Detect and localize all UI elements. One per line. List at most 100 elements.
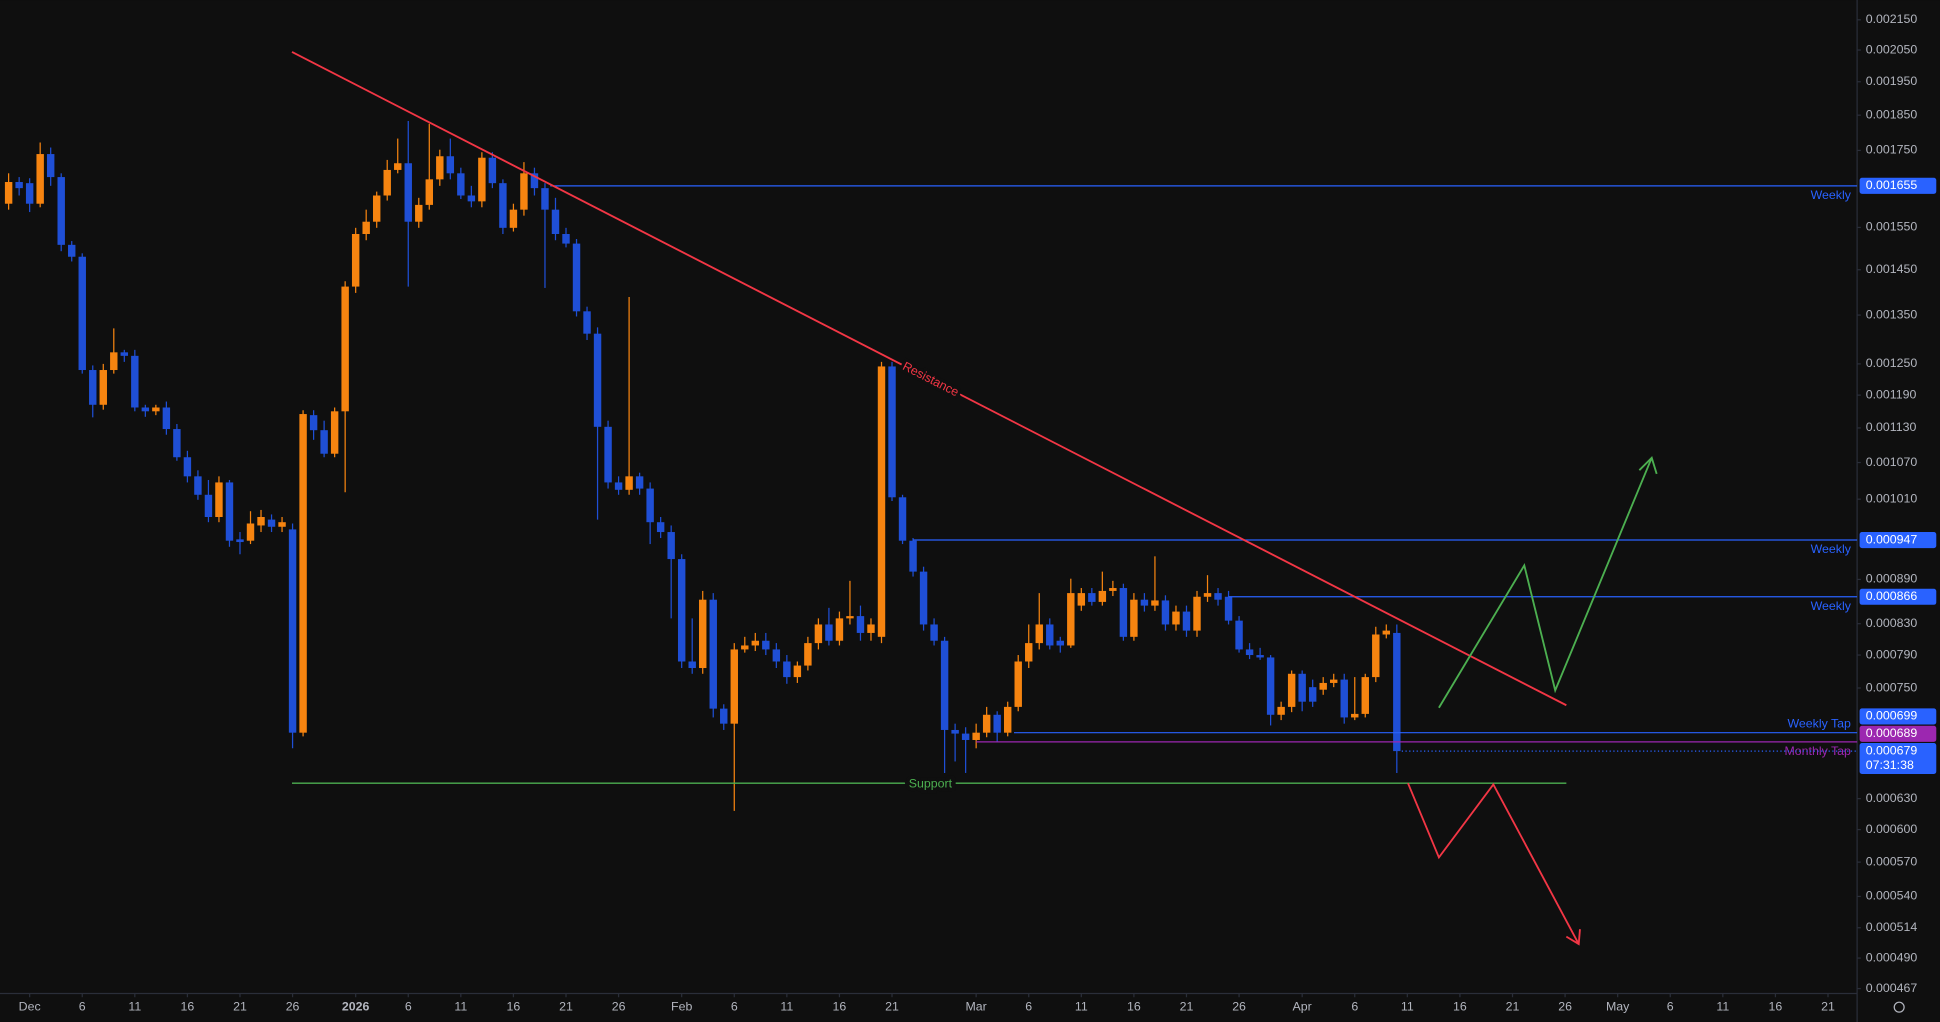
x-tick-label: 11 (1401, 999, 1414, 1013)
y-tick-label: 0.001550 (1866, 220, 1918, 234)
level-name: Weekly Tap (1787, 716, 1851, 730)
y-tick-label: 0.000570 (1866, 854, 1918, 868)
candle-body (383, 169, 391, 196)
candle-body (825, 624, 833, 641)
x-tick-label: 6 (1025, 999, 1032, 1013)
candle-body (46, 154, 55, 178)
candle-body (961, 733, 970, 740)
candle-body (583, 311, 591, 334)
candle-body (751, 640, 760, 646)
candle-body (372, 195, 381, 222)
candle-body (867, 624, 875, 633)
candle-body (1046, 624, 1054, 646)
price-tag (1859, 177, 1937, 194)
candle-body (320, 430, 328, 454)
candle-body (614, 482, 623, 490)
x-tick-label: 16 (507, 999, 521, 1013)
candle-body (688, 661, 696, 669)
candle-body (551, 209, 560, 235)
x-tick-label: 11 (780, 999, 793, 1013)
candle-body (1193, 596, 1201, 631)
x-tick-label: 11 (1075, 999, 1088, 1013)
candle-body (783, 661, 791, 678)
x-tick-label: 26 (612, 999, 626, 1013)
candle-body (898, 497, 907, 541)
x-tick-label: 6 (1351, 999, 1358, 1013)
price-tag (1859, 708, 1937, 725)
price-tag (1859, 725, 1937, 742)
x-tick-label: 16 (833, 999, 847, 1013)
x-tick-label: 11 (128, 999, 141, 1013)
bearish-arrowhead (1565, 929, 1581, 946)
candle-body (709, 599, 717, 709)
candle-body (804, 643, 812, 666)
x-tick-label: 21 (559, 999, 573, 1013)
x-tick-label: 11 (1716, 999, 1729, 1013)
candle-body (1245, 649, 1254, 656)
candle-body (89, 370, 97, 405)
candle-body (341, 286, 349, 412)
candle-body (593, 333, 602, 427)
candle-body (215, 482, 223, 518)
candle-body (1067, 593, 1075, 646)
price-tag-label: 0.000679 (1866, 743, 1918, 757)
candle-body (625, 476, 633, 490)
candle-body (236, 539, 244, 543)
candle-body (1277, 706, 1285, 715)
candle-body (520, 173, 528, 210)
y-tick-label: 0.001190 (1866, 387, 1917, 401)
x-tick-label: 26 (1558, 999, 1572, 1013)
candle-body (225, 482, 234, 541)
candle-body (425, 179, 434, 205)
candle-body (120, 352, 129, 356)
candle-body (78, 256, 86, 371)
settings-icon[interactable] (1893, 1001, 1905, 1013)
candle-body (457, 173, 465, 196)
candle-body (930, 624, 938, 641)
candle-body (1372, 634, 1380, 678)
price-tag-label: 0.001655 (1866, 178, 1918, 192)
candle-body (772, 649, 781, 662)
candle-body (131, 355, 139, 408)
candle-body (299, 414, 307, 733)
x-tick-label: 6 (79, 999, 86, 1013)
x-tick-label: 6 (731, 999, 738, 1013)
y-tick-label: 0.001250 (1866, 356, 1918, 370)
candle-body (404, 163, 412, 222)
candle-body (25, 183, 34, 204)
x-tick-label: 26 (286, 999, 300, 1013)
candle-body (1119, 588, 1128, 637)
y-tick-label: 0.001010 (1866, 491, 1918, 505)
candle-body (488, 157, 497, 184)
candle-body (888, 366, 896, 498)
x-tick-label: Feb (671, 999, 692, 1013)
x-tick-label: 21 (1821, 999, 1835, 1013)
candle-body (436, 156, 444, 180)
candle-body (246, 523, 255, 541)
candle-body (1203, 593, 1212, 597)
x-tick-label: 6 (1667, 999, 1674, 1013)
candle-body (141, 407, 150, 412)
candle-body (1025, 643, 1033, 662)
candle-body (919, 571, 928, 625)
candle-body (204, 494, 213, 518)
candle-body (36, 154, 44, 204)
candle-body (1014, 661, 1022, 707)
y-tick-label: 0.000467 (1866, 981, 1918, 995)
y-tick-label: 0.001850 (1866, 107, 1918, 121)
candle-body (1161, 600, 1170, 625)
candle-body (1351, 713, 1359, 718)
y-tick-label: 0.000890 (1866, 572, 1918, 586)
x-tick-label: 2026 (342, 999, 370, 1013)
candle-body (1056, 640, 1064, 646)
y-tick-label: 0.000790 (1866, 647, 1918, 661)
candle-body (110, 352, 118, 371)
candle-body (1214, 593, 1222, 600)
candle-body (1266, 657, 1275, 715)
candle-body (1172, 611, 1180, 625)
candle-body (394, 163, 402, 170)
price-tag-label: 0.000866 (1866, 589, 1918, 603)
x-tick-label: 6 (405, 999, 412, 1013)
candle-body (1151, 600, 1159, 606)
x-tick-label: 21 (1506, 999, 1520, 1013)
